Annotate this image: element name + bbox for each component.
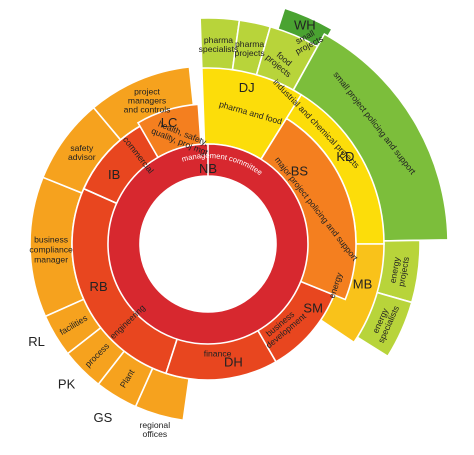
label-kd-initials: KD (336, 149, 354, 164)
label-gs-initials: GS (94, 410, 113, 425)
label-pharma-specialists: pharma specialists (199, 35, 239, 54)
label-dh-initials: DH (224, 354, 243, 369)
label-safety: safety advisor (68, 143, 96, 162)
label-pharma-projects: pharma projects (235, 39, 265, 58)
label-regional: regional offices (140, 420, 171, 439)
label-sm-initials: SM (303, 301, 323, 316)
label-dj-initials: DJ (239, 80, 255, 95)
sunburst-sectors (29, 7, 449, 422)
label-rl-initials: RL (28, 334, 45, 349)
label-wh-initials: WH (294, 18, 316, 33)
label-pmc: project managers and controls (124, 86, 171, 114)
sector-nb (107, 143, 309, 345)
label-mb-initials: MB (353, 276, 373, 291)
label-lc-initials: LC (161, 115, 178, 130)
label-dh: finance (204, 349, 232, 359)
center-initials: NB (199, 161, 217, 176)
label-pk-initials: PK (58, 376, 76, 391)
label-bcm: business compliance manager (29, 234, 73, 264)
label-bs-initials: BS (291, 164, 309, 179)
label-rb-initials: RB (90, 279, 108, 294)
label-ib-initials: IB (108, 167, 120, 182)
